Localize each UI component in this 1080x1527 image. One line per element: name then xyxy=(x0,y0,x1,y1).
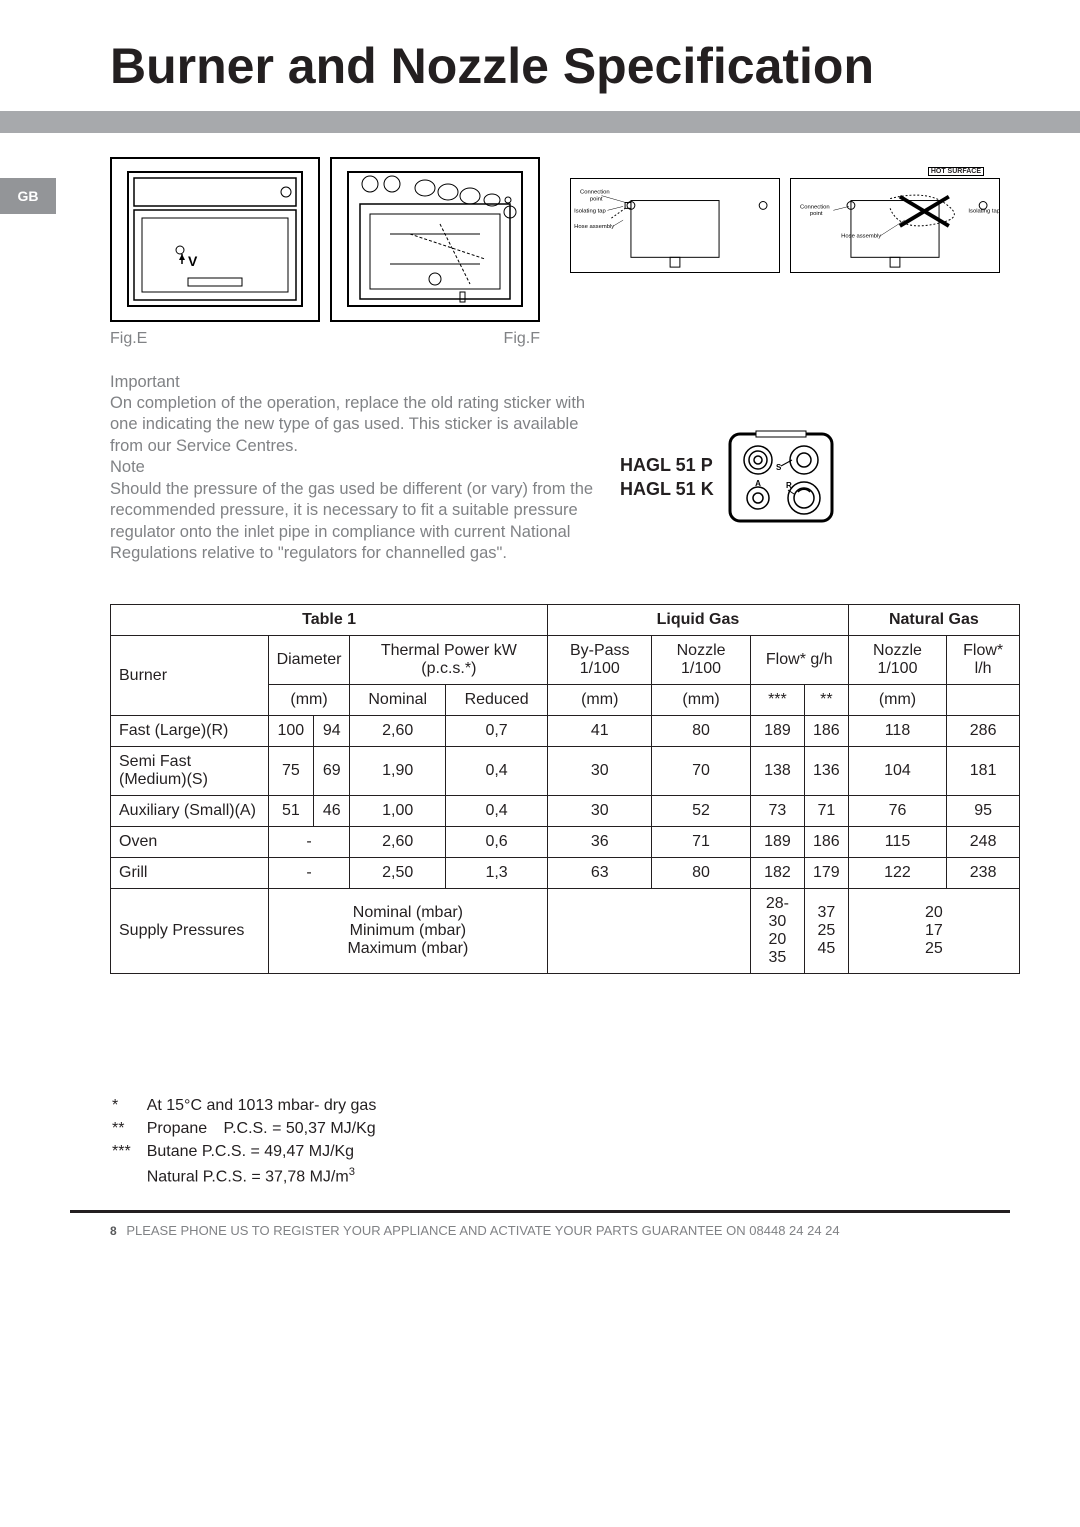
body-text: Important On completion of the operation… xyxy=(110,372,600,565)
fig-e-label: Fig.E xyxy=(110,330,320,348)
table-row: Auxiliary (Small)(A)51461,000,4305273717… xyxy=(111,796,1020,827)
th-bypass: By-Pass 1/100 xyxy=(548,636,652,685)
table-row: Semi Fast (Medium)(S)75691,900,430701381… xyxy=(111,747,1020,796)
hose-diagram-left: Connection point Isolating tap Hose asse… xyxy=(570,178,780,273)
note-heading: Note xyxy=(110,457,600,478)
spec-table: Table 1 Liquid Gas Natural Gas Burner Di… xyxy=(110,604,1020,974)
th-reduced: Reduced xyxy=(445,685,547,716)
hob-a: A xyxy=(755,479,761,488)
footer-text: PLEASE PHONE US TO REGISTER YOUR APPLIAN… xyxy=(126,1223,839,1238)
table-row: Grill-2,501,36380182179122238 xyxy=(111,858,1020,889)
svg-text:point: point xyxy=(810,211,823,217)
th-mm-3: (mm) xyxy=(652,685,751,716)
svg-text:Isolating tap: Isolating tap xyxy=(968,208,999,214)
th-nozzle-lg: Nozzle 1/100 xyxy=(652,636,751,685)
header-divider xyxy=(0,111,1080,133)
th-nominal: Nominal xyxy=(350,685,445,716)
th-diameter: Diameter xyxy=(268,636,350,685)
fn3-sym: *** xyxy=(112,1142,145,1163)
th-mm-1: (mm) xyxy=(268,685,350,716)
hob-s: S xyxy=(776,463,782,472)
svg-text:Hose assembly: Hose assembly xyxy=(574,224,614,230)
th-natural: Natural Gas xyxy=(848,605,1019,636)
fn2a: Propane xyxy=(147,1119,222,1140)
th-thermal: Thermal Power kW (p.c.s.*) xyxy=(350,636,548,685)
oven-rear-svg xyxy=(340,164,530,314)
table-row: Oven-2,600,63671189186115248 xyxy=(111,827,1020,858)
page-footer: 8 PLEASE PHONE US TO REGISTER YOUR APPLI… xyxy=(110,1223,1010,1238)
th-burner: Burner xyxy=(111,636,269,716)
page-title: Burner and Nozzle Specification xyxy=(110,40,1010,93)
hot-surface-label: HOT SURFACE xyxy=(928,167,984,176)
supply-mbar-labels: Nominal (mbar) Minimum (mbar) Maximum (m… xyxy=(268,889,548,974)
figure-f xyxy=(330,157,540,322)
fig-f-label: Fig.F xyxy=(330,330,540,348)
hose-diagrams: Connection point Isolating tap Hose asse… xyxy=(570,178,1000,273)
th-mm-2: (mm) xyxy=(548,685,652,716)
th-flow-lh: Flow* l/h xyxy=(947,636,1020,685)
footnotes: *At 15°C and 1013 mbar- dry gas **Propan… xyxy=(110,1094,1010,1190)
hose-diagram-right: HOT SURFACE Connection point Isolating t… xyxy=(790,178,1000,273)
table-row: Fast (Large)(R)100942,600,74180189186118… xyxy=(111,716,1020,747)
svg-text:Hose assembly: Hose assembly xyxy=(841,234,881,240)
table-label: Table 1 xyxy=(111,605,548,636)
page-number: 8 xyxy=(110,1224,117,1238)
svg-text:Isolating tap: Isolating tap xyxy=(574,208,606,214)
model-b: HAGL 51 K xyxy=(620,478,714,501)
fn1: At 15°C and 1013 mbar- dry gas xyxy=(147,1096,391,1117)
important-heading: Important xyxy=(110,372,600,393)
model-a: HAGL 51 P xyxy=(620,454,714,477)
fn2-sym: ** xyxy=(112,1119,145,1140)
th-nozzle-ng: Nozzle 1/100 xyxy=(848,636,947,685)
fn1-sym: * xyxy=(112,1096,145,1117)
important-paragraph: On completion of the operation, replace … xyxy=(110,393,600,457)
fn2b: P.C.S. = 50,37 MJ/Kg xyxy=(223,1119,390,1140)
supply-c2: 37 25 45 xyxy=(804,889,848,974)
svg-text:point: point xyxy=(590,197,603,203)
th-mm-4: (mm) xyxy=(848,685,947,716)
oven-front-svg: V xyxy=(120,164,310,314)
note-paragraph: Should the pressure of the gas used be d… xyxy=(110,479,600,565)
supply-label: Supply Pressures xyxy=(111,889,269,974)
footer-rule xyxy=(70,1210,1010,1213)
supply-ng: 20 17 25 xyxy=(848,889,1019,974)
fn4: Natural P.C.S. = 37,78 MJ/m3 xyxy=(147,1165,391,1188)
language-tab: GB xyxy=(0,178,56,214)
th-stars3: *** xyxy=(750,685,804,716)
th-liquid: Liquid Gas xyxy=(548,605,848,636)
hob-layout-svg: S A R xyxy=(726,430,836,525)
th-stars2: ** xyxy=(804,685,848,716)
figure-e: V xyxy=(110,157,320,322)
supply-c1: 28-30 20 35 xyxy=(750,889,804,974)
th-flow-gh: Flow* g/h xyxy=(750,636,848,685)
fn3: Butane P.C.S. = 49,47 MJ/Kg xyxy=(147,1142,391,1163)
svg-text:V: V xyxy=(188,253,198,269)
svg-text:Connection: Connection xyxy=(580,190,610,196)
model-names: HAGL 51 P HAGL 51 K xyxy=(620,454,714,501)
svg-text:Connection: Connection xyxy=(800,204,830,210)
hob-r: R xyxy=(786,481,792,490)
